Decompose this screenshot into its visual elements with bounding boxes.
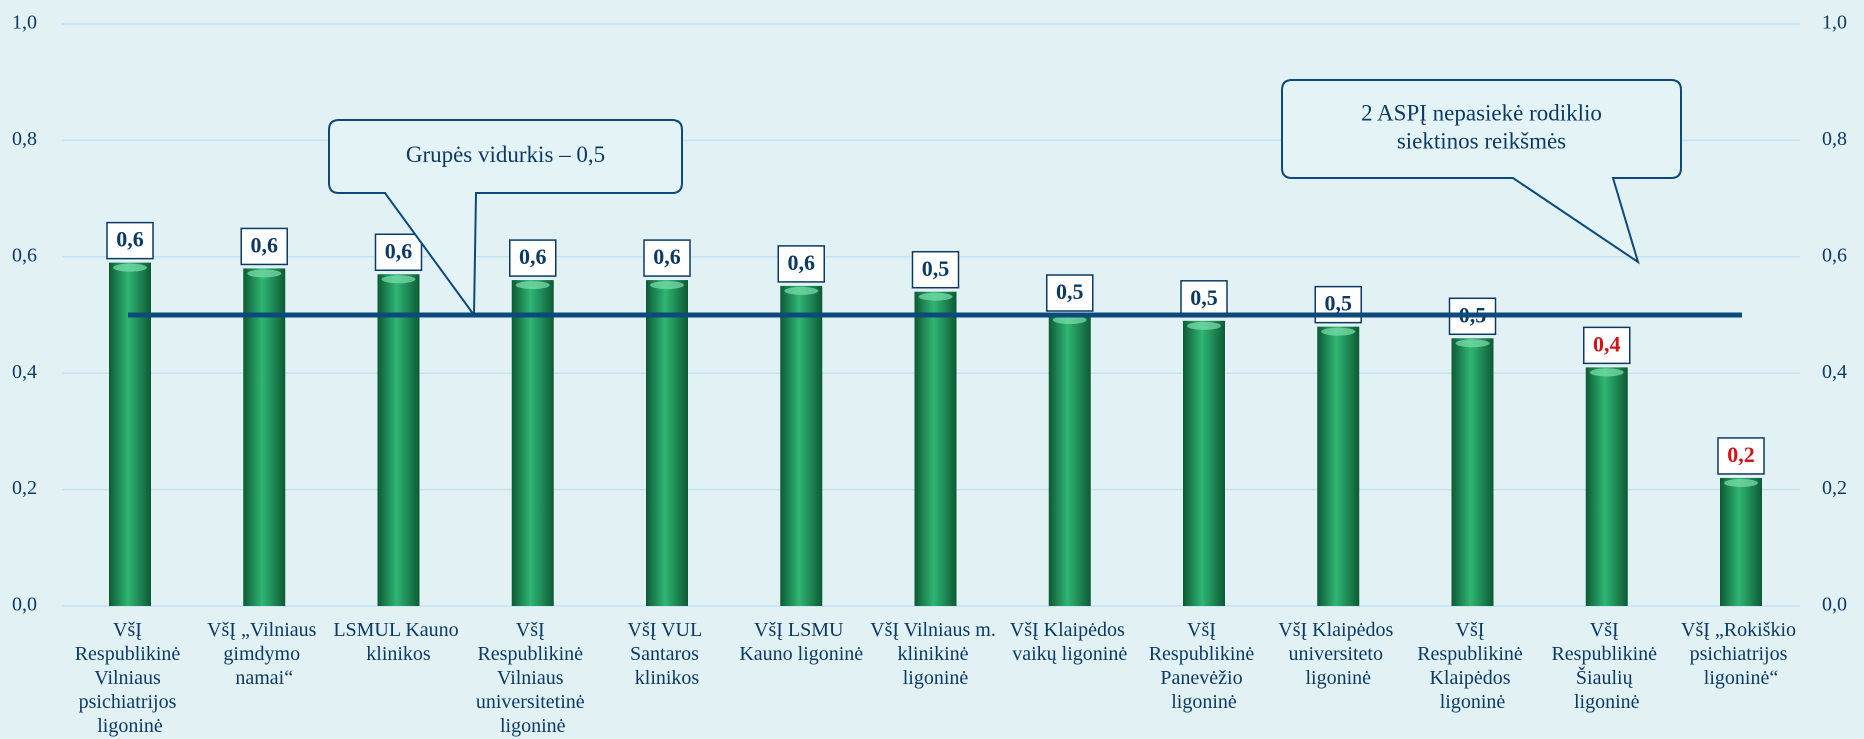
x-tick-label: VšĮ Vilniaus m. klinikinė ligoninė xyxy=(870,619,1001,689)
y2-tick-label: 0,2 xyxy=(1822,477,1847,499)
bar xyxy=(109,262,151,606)
y2-tick-label: 0,8 xyxy=(1822,128,1847,150)
y-tick-label: 0,8 xyxy=(12,128,37,150)
value-label-box xyxy=(1046,274,1094,312)
annotation: 2 ASPĮ nepasiekė rodiklio xyxy=(1361,100,1602,125)
bar-top xyxy=(1455,339,1490,348)
value-label-box xyxy=(1717,437,1765,475)
bar-top xyxy=(113,263,147,272)
value-label: 0,6 xyxy=(788,250,816,275)
value-label: 0,6 xyxy=(385,238,413,263)
x-tick-label: VšĮ VUL Santaros klinikos xyxy=(628,619,707,689)
annotation: Grupės vidurkis – 0,5 xyxy=(406,142,605,167)
x-tick-label: VšĮ LSMU Kauno ligoninė xyxy=(739,619,863,665)
x-tick-label: VšĮ „Rokiškio psichiatrijos ligoninė“ xyxy=(1681,619,1801,689)
value-label-box xyxy=(240,227,288,266)
bar xyxy=(511,280,554,606)
value-label-box xyxy=(911,250,960,289)
bar-top xyxy=(381,275,416,284)
value-label-box xyxy=(509,239,557,277)
bar xyxy=(1451,338,1494,606)
bar-top xyxy=(1052,316,1087,324)
bar xyxy=(914,291,957,606)
value-label-box xyxy=(777,245,825,283)
bar xyxy=(1183,320,1225,606)
bar-top xyxy=(1187,321,1221,330)
bar xyxy=(646,280,688,606)
y-tick-label: 0,6 xyxy=(12,244,37,266)
x-tick-label: VšĮ Klaipėdos universiteto ligoninė xyxy=(1278,619,1398,689)
value-label: 0,4 xyxy=(1593,331,1621,356)
x-tick-label: VšĮ Respublikinė Klaipėdos ligoninė xyxy=(1417,619,1528,713)
value-label: 0,6 xyxy=(251,232,279,257)
value-label-box xyxy=(374,233,423,272)
y-tick-label: 0,2 xyxy=(12,477,37,499)
value-label: 0,2 xyxy=(1727,442,1755,467)
value-label: 0,5 xyxy=(1056,279,1084,304)
value-label: 0,5 xyxy=(922,256,950,281)
value-label-box xyxy=(1180,280,1228,318)
bar-top xyxy=(1589,368,1624,377)
value-label: 0,6 xyxy=(519,244,547,269)
y2-tick-label: 0,4 xyxy=(1822,361,1847,383)
x-tick-label: VšĮ Klaipėdos vaikų ligoninė xyxy=(1010,619,1130,665)
bar xyxy=(1317,326,1360,606)
bar xyxy=(1048,315,1091,606)
bar-top xyxy=(515,281,550,290)
value-label: 0,5 xyxy=(1325,291,1353,316)
y2-tick-label: 0,6 xyxy=(1822,244,1847,266)
bar-top xyxy=(1724,478,1758,487)
bar-top xyxy=(1321,327,1356,336)
value-label: 0,5 xyxy=(1190,285,1218,310)
bar xyxy=(1585,367,1628,606)
x-tick-label: LSMUL Kauno klinikos xyxy=(333,619,463,665)
x-tick-label: VšĮ Respublikinė Šiaulių ligoninė xyxy=(1551,619,1662,713)
value-label: 0,6 xyxy=(116,227,144,252)
x-tick-label: VšĮ Respublikinė Vilniaus universitetinė… xyxy=(476,619,590,737)
bar xyxy=(1720,477,1762,606)
annotation: siektinos reikšmės xyxy=(1397,128,1566,153)
bar xyxy=(377,274,420,606)
bar-top xyxy=(650,281,684,290)
y-tick-label: 1,0 xyxy=(12,12,37,34)
bar-top xyxy=(918,292,953,301)
y-tick-label: 0,0 xyxy=(12,594,37,616)
value-label: 0,6 xyxy=(653,244,681,269)
bar-top xyxy=(784,286,819,295)
x-tick-label: VšĮ „Vilniaus gimdymo namai“ xyxy=(207,619,321,689)
value-label-box xyxy=(1583,326,1631,365)
value-label-box xyxy=(106,221,154,260)
y2-tick-label: 1,0 xyxy=(1822,12,1847,34)
x-tick-label: VšĮ Respublikinė Vilniaus psichiatrijos … xyxy=(75,619,186,737)
x-tick-label: VšĮ Respublikinė Panevėžio ligoninė xyxy=(1149,619,1260,713)
bar xyxy=(243,268,286,606)
bar-top xyxy=(247,269,282,278)
bar xyxy=(780,285,823,606)
value-label-box xyxy=(643,239,691,277)
y2-tick-label: 0,0 xyxy=(1822,594,1847,616)
y-tick-label: 0,4 xyxy=(12,361,37,383)
callout xyxy=(1281,79,1682,265)
callout xyxy=(328,119,683,319)
